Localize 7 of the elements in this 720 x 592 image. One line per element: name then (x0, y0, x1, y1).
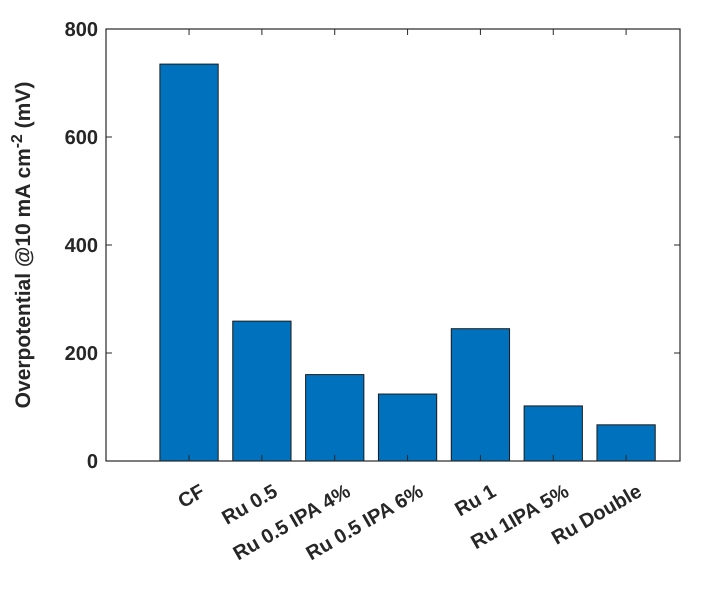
y-tick-label: 800 (64, 19, 98, 41)
y-tick-label: 400 (64, 235, 98, 257)
x-tick-label: CF (174, 480, 209, 513)
y-tick-label: 200 (64, 343, 98, 365)
x-tick-label: Ru 1 (451, 480, 500, 522)
y-tick-label: 0 (86, 451, 98, 473)
y-tick-label: 600 (64, 127, 98, 149)
